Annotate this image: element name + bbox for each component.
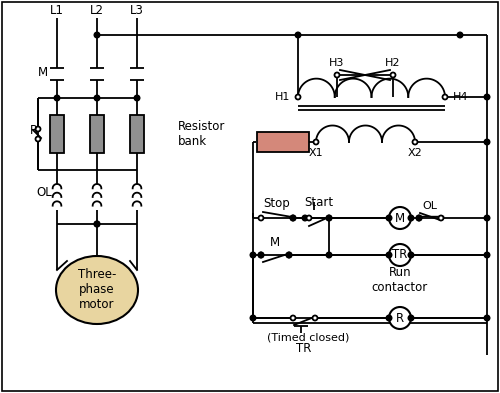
Circle shape [412,140,418,145]
Bar [50,115,64,153]
Text: X2: X2 [408,148,422,158]
Circle shape [134,95,140,101]
Circle shape [314,140,318,145]
Circle shape [36,136,41,141]
Text: TR: TR [296,342,312,354]
Circle shape [484,215,490,221]
Circle shape [306,215,312,220]
Circle shape [94,32,100,38]
Text: X1: X1 [308,148,324,158]
Text: M: M [38,66,48,79]
Text: H4: H4 [453,92,468,102]
Circle shape [296,94,300,99]
Circle shape [326,215,332,221]
Text: OL: OL [36,187,52,200]
Circle shape [250,315,256,321]
Text: L3: L3 [130,4,144,18]
Circle shape [290,215,296,220]
Text: L2: L2 [90,4,104,18]
Circle shape [250,252,256,258]
Circle shape [457,32,463,38]
Circle shape [334,72,340,77]
Circle shape [442,94,448,99]
Text: (Timed closed): (Timed closed) [267,333,349,343]
Circle shape [386,315,392,321]
Circle shape [286,252,292,257]
Circle shape [416,215,422,220]
Text: H1: H1 [274,92,290,102]
Text: Resistor
bank: Resistor bank [178,120,226,148]
Circle shape [389,244,411,266]
Circle shape [408,252,414,258]
Text: Stop: Stop [264,198,290,211]
Circle shape [484,94,490,100]
Bar [130,115,144,153]
Text: TR: TR [392,248,407,261]
Circle shape [390,72,396,77]
Text: OL: OL [422,201,438,211]
Circle shape [408,315,414,321]
Circle shape [54,95,60,101]
Text: R: R [396,312,404,325]
Text: R: R [30,123,38,136]
Circle shape [386,215,392,221]
Circle shape [484,315,490,321]
Circle shape [286,252,292,258]
Circle shape [302,215,308,221]
Text: M: M [270,237,280,250]
Circle shape [312,316,318,321]
FancyBboxPatch shape [257,132,309,152]
Text: H3: H3 [330,58,344,68]
Circle shape [484,252,490,258]
Text: H2: H2 [385,58,401,68]
Circle shape [258,252,264,258]
Circle shape [438,215,444,220]
Text: L1: L1 [50,4,64,18]
Circle shape [94,221,100,227]
Circle shape [295,32,301,38]
Circle shape [290,316,296,321]
Circle shape [94,221,100,227]
Text: M: M [395,211,405,224]
Circle shape [416,215,422,221]
Text: Start: Start [304,195,334,209]
Circle shape [408,215,414,221]
Text: Three-
phase
motor: Three- phase motor [78,268,116,312]
Circle shape [258,252,264,257]
Circle shape [326,252,332,258]
Circle shape [258,215,264,220]
Circle shape [389,307,411,329]
Circle shape [389,207,411,229]
Circle shape [386,252,392,258]
Ellipse shape [56,256,138,324]
Circle shape [290,215,296,221]
Circle shape [326,215,332,220]
Circle shape [94,95,100,101]
Text: Run
contactor: Run contactor [372,266,428,294]
Circle shape [484,139,490,145]
Circle shape [36,127,41,132]
Bar [90,115,104,153]
